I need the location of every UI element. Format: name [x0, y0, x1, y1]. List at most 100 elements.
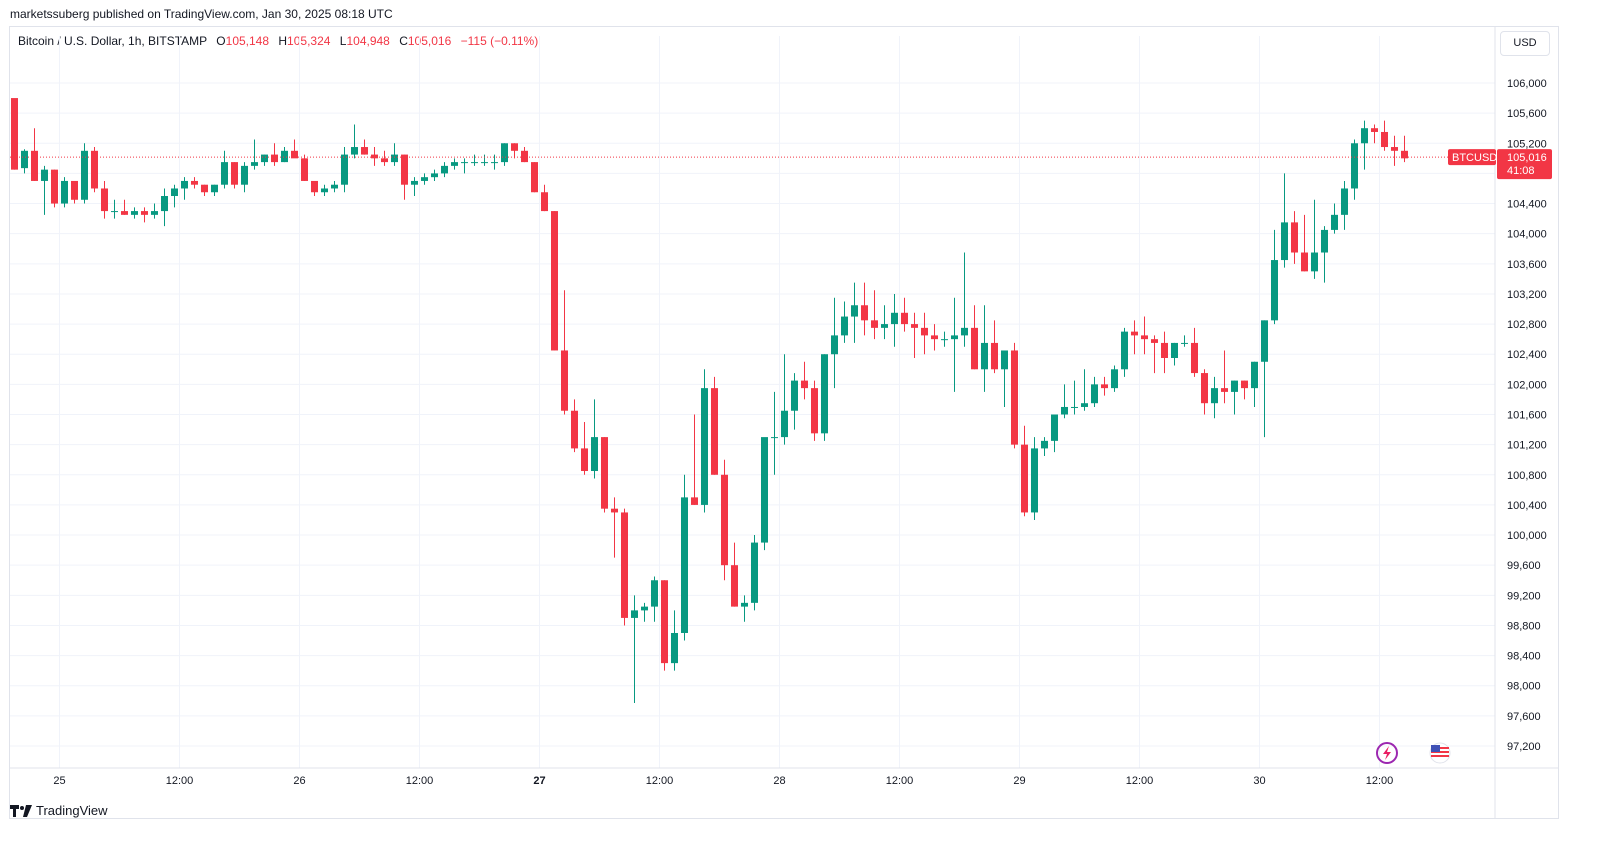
candle-body-up	[751, 542, 758, 603]
candle-body-up	[211, 184, 218, 193]
candle-body-up	[431, 173, 438, 178]
y-tick-label: 102,800	[1507, 319, 1547, 331]
candle-body-up	[1081, 403, 1088, 407]
candle-body-down	[1191, 342, 1198, 374]
tradingview-brand[interactable]: TradingView	[10, 803, 108, 818]
candle-body-up	[461, 162, 468, 164]
x-tick-label: 29	[1013, 775, 1025, 787]
candle-body-up	[1351, 143, 1358, 189]
y-tick-label: 97,600	[1507, 711, 1541, 723]
y-tick-label: 99,600	[1507, 560, 1541, 572]
candle-body-up	[591, 437, 598, 472]
candle-body-up	[161, 196, 168, 212]
candle-body-down	[1011, 350, 1018, 445]
candle-body-up	[781, 410, 788, 438]
candle-body-up	[1051, 414, 1058, 441]
candle-body-up	[1251, 361, 1258, 389]
candle-body-down	[191, 180, 198, 185]
chart-frame	[9, 26, 1559, 819]
candle-body-down	[721, 474, 728, 566]
candle-body-up	[881, 324, 888, 328]
candle-body-up	[891, 312, 898, 325]
candle-body-up	[241, 165, 248, 185]
candle-body-up	[641, 606, 648, 611]
candle-body-down	[551, 211, 558, 351]
candle-body-up	[181, 180, 188, 189]
candle-body-down	[581, 448, 588, 472]
y-tick-label: 102,400	[1507, 349, 1547, 361]
candle-body-down	[931, 335, 938, 340]
candle-body-down	[371, 154, 378, 159]
y-tick-label: 102,000	[1507, 379, 1547, 391]
candle-body-down	[801, 380, 808, 389]
candle-body-down	[1221, 388, 1228, 392]
publisher-credit: marketssuberg published on TradingView.c…	[10, 7, 393, 21]
price-axis: 106,000105,600105,200104,800104,400104,0…	[1507, 78, 1547, 753]
candle-body-down	[691, 497, 698, 505]
candle-body-down	[561, 350, 568, 411]
y-tick-label: 103,600	[1507, 259, 1547, 271]
symbol-legend: Bitcoin / U.S. Dollar, 1h, BITSTAMP O105…	[18, 34, 538, 48]
candle-body-up	[1361, 128, 1368, 144]
lightning-icon[interactable]	[1376, 742, 1398, 764]
candle-body-up	[481, 162, 488, 164]
open-label: O	[216, 34, 226, 48]
currency-button[interactable]: USD	[1500, 31, 1550, 56]
y-tick-label: 99,200	[1507, 590, 1541, 602]
brand-label: TradingView	[36, 803, 108, 818]
candle-body-up	[671, 632, 678, 664]
candle-body-down	[871, 320, 878, 328]
candle-body-up	[1231, 380, 1238, 392]
candle-body-down	[1301, 252, 1308, 272]
x-tick-label: 12:00	[1126, 775, 1154, 787]
candle-body-down	[991, 342, 998, 370]
candle-body-down	[31, 150, 38, 181]
candle-body-down	[271, 154, 278, 163]
candle-body-up	[261, 154, 268, 163]
candle-body-up	[1261, 320, 1268, 362]
candle-body-up	[41, 169, 48, 181]
candle-body-up	[831, 335, 838, 355]
candle-body-up	[351, 147, 358, 155]
candle-body-down	[1201, 373, 1208, 404]
price-tag-bg	[1497, 149, 1552, 180]
candle-body-up	[981, 342, 988, 370]
candle-body-down	[571, 410, 578, 449]
candle-body-up	[1311, 252, 1318, 272]
candle-body-down	[611, 508, 618, 513]
candle-body-down	[1161, 342, 1168, 358]
us-flag-icon[interactable]	[1429, 742, 1451, 764]
candle-body-down	[521, 150, 528, 163]
y-tick-label: 97,200	[1507, 741, 1541, 753]
candle-body-down	[911, 324, 918, 328]
candle-body-up	[761, 437, 768, 543]
candle-body-down	[901, 312, 908, 325]
price-tag-countdown: 41:08	[1507, 165, 1535, 177]
x-tick-label: 28	[773, 775, 785, 787]
candle-body-up	[451, 162, 458, 166]
candle-body-up	[851, 305, 858, 317]
candle-body-up	[501, 143, 508, 163]
candle-body-down	[361, 147, 368, 155]
candle-body-down	[11, 98, 18, 170]
candle-body-up	[821, 354, 828, 434]
candle-body-down	[1021, 444, 1028, 513]
low-label: L	[339, 34, 347, 48]
tradingview-logo-icon	[10, 804, 32, 817]
x-tick-label: 12:00	[1366, 775, 1394, 787]
candle-body-down	[711, 388, 718, 475]
y-tick-label: 101,600	[1507, 410, 1547, 422]
candle-body-up	[771, 437, 778, 439]
candle-body-down	[381, 158, 388, 163]
candle-body-down	[91, 150, 98, 189]
price-tag-value: 105,016	[1507, 152, 1547, 164]
candle-body-down	[1241, 380, 1248, 389]
candle-body-up	[281, 150, 288, 163]
candle-body-up	[491, 162, 498, 164]
y-tick-label: 100,800	[1507, 470, 1547, 482]
price-tag: BTCUSD 105,016 41:08	[1448, 149, 1552, 180]
symbol-tag-bg	[1448, 149, 1496, 166]
candle-body-up	[21, 150, 28, 169]
candle-body-up	[391, 154, 398, 163]
